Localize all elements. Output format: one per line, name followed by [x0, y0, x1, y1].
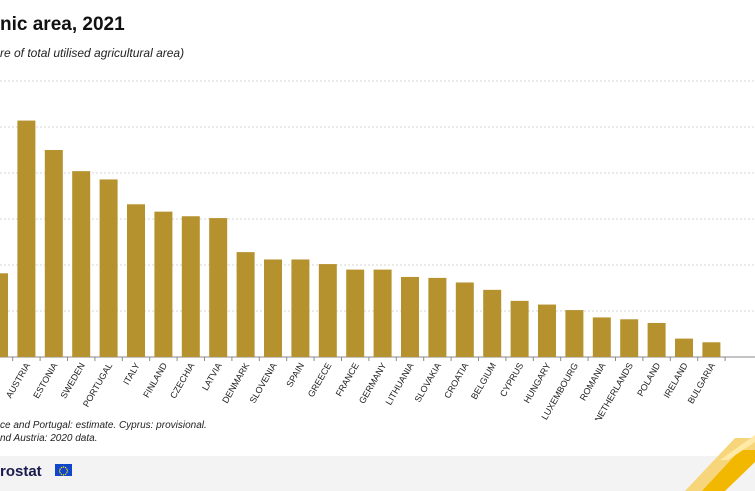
bar-poland — [647, 322, 666, 357]
bar-italy — [127, 204, 145, 357]
chart-title: nic area, 2021 — [0, 14, 125, 35]
tick-label-austria: AUSTRIA — [4, 361, 32, 400]
tick-label-spain: SPAIN — [284, 361, 306, 389]
bar-bulgaria — [702, 342, 721, 357]
bar-slovakia — [428, 277, 447, 357]
eu-flag-icon — [55, 464, 72, 476]
bar-ireland — [675, 338, 693, 357]
bar-greece — [318, 264, 337, 357]
bar-slovenia — [264, 259, 282, 357]
tick-label-lithuania: LITHUANIA — [384, 361, 416, 407]
footnote-reference-year: nd Austria: 2020 data. — [0, 433, 98, 444]
tick-label-czechia: CZECHIA — [168, 361, 196, 400]
tick-label-croatia: CROATIA — [442, 361, 470, 400]
bar-luxembourg — [565, 310, 584, 357]
tick-label-greece: GREECE — [306, 361, 334, 399]
bar-latvia — [209, 218, 228, 357]
brand-name: rostat — [0, 463, 42, 480]
bars — [0, 120, 721, 357]
tick-label-hungary: HUNGARY — [522, 361, 553, 405]
footer-band — [0, 456, 755, 491]
footnote-estimates: ce and Portugal: estimate. Cyprus: provi… — [0, 420, 207, 431]
bar-cyprus — [510, 300, 529, 357]
tick-label-belgium: BELGIUM — [469, 361, 498, 401]
tick-label-slovenia: SLOVENIA — [248, 361, 279, 405]
bar-croatia — [455, 282, 474, 357]
eurostat-corner-logo-icon — [685, 435, 755, 491]
bar-france — [346, 269, 365, 357]
tick-label-italy: ITALY — [121, 361, 142, 387]
tick-label-sweden: SWEDEN — [59, 361, 87, 400]
bar-spain — [291, 259, 310, 357]
tick-label-denmark: DENMARK — [220, 361, 251, 405]
bar-sweden — [72, 171, 91, 357]
bar-lithuania — [401, 276, 419, 357]
bar-belgium — [483, 289, 502, 357]
bar-hungary — [538, 304, 556, 357]
tick-label-finland: FINLAND — [141, 361, 169, 400]
bar-austria — [17, 120, 36, 357]
tick-label-cyprus: CYPRUS — [498, 361, 525, 398]
tick-label-estonia: ESTONIA — [31, 361, 59, 400]
tick-label-romania: ROMANIA — [578, 361, 608, 402]
tick-label-poland: POLAND — [635, 361, 662, 398]
bar-denmark — [236, 252, 255, 357]
bar-estonia — [44, 150, 63, 357]
tick-label-portugal: PORTUGAL — [81, 361, 114, 409]
tick-label-slovakia: SLOVAKIA — [413, 361, 444, 404]
tick-label-france: FRANCE — [334, 361, 361, 398]
bar-netherlands — [620, 319, 639, 357]
tick-label-bulgaria: BULGARIA — [686, 361, 717, 405]
bar-finland — [154, 211, 173, 357]
bar-portugal — [99, 179, 118, 357]
eu-stars-icon — [58, 466, 69, 476]
bar-germany — [373, 269, 392, 357]
bar-eu — [0, 273, 8, 357]
tick-label-ireland: IRELAND — [662, 361, 690, 400]
tick-label-germany: GERMANY — [357, 361, 388, 405]
tick-label-latvia: LATVIA — [200, 361, 224, 392]
chart-subtitle: re of total utilised agricultural area) — [0, 46, 185, 60]
bar-czechia — [181, 216, 200, 357]
bar-romania — [592, 317, 611, 357]
